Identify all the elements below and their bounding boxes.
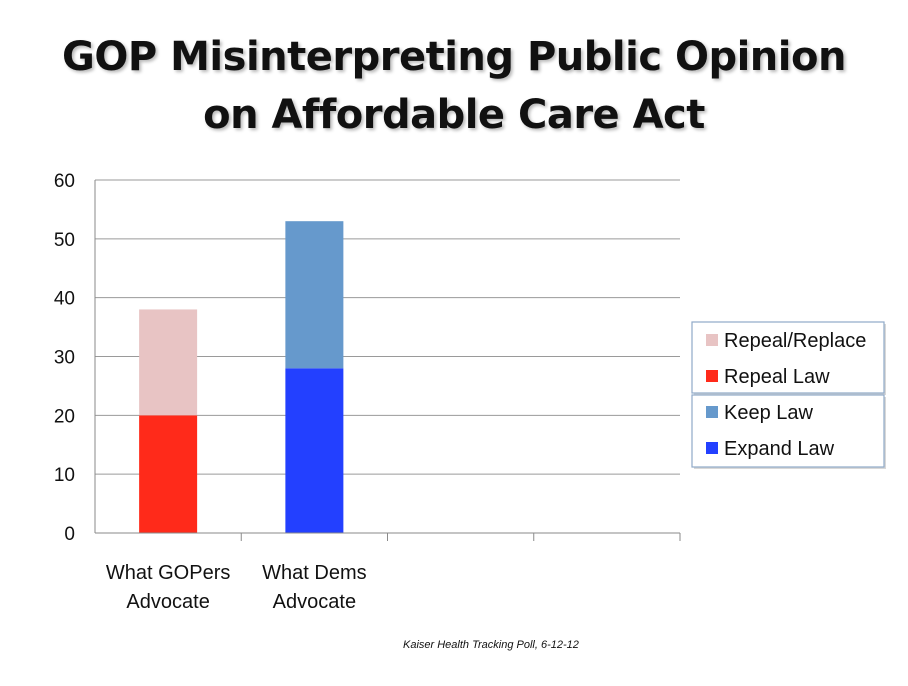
source-note: Kaiser Health Tracking Poll, 6-12-12 (403, 639, 579, 651)
y-tick-label-50: 50 (54, 230, 75, 251)
bar-repeal-replace-0 (139, 309, 198, 416)
legend-label-repeal-law: Repeal Law (724, 366, 830, 388)
y-tick-label-10: 10 (54, 465, 75, 486)
y-axis-ticks: 0 10 20 30 40 50 60 (54, 171, 75, 545)
legend-label-keep-law: Keep Law (724, 402, 814, 424)
y-tick-label-60: 60 (54, 171, 75, 192)
legend: Repeal/Replace Repeal Law Keep Law Expand L… (691, 321, 886, 469)
bar-keep-law-1 (285, 221, 344, 369)
legend-swatch-keep-law (706, 406, 718, 418)
y-tick-label-20: 20 (54, 406, 75, 427)
chart-title: GOP Misinterpreting Public Opinion on Af… (0, 28, 908, 144)
bars (139, 221, 344, 533)
chart-title-line-2: on Affordable Care Act (203, 92, 705, 138)
y-tick-label-0: 0 (64, 524, 75, 545)
x-label-1-line-2: Advocate (273, 591, 356, 613)
y-tick-label-30: 30 (54, 348, 75, 369)
chart-title-line-1: GOP Misinterpreting Public Opinion (62, 34, 846, 80)
legend-box-0 (691, 321, 885, 394)
legend-swatch-repeal-replace (706, 334, 718, 346)
bar-expand-law-1 (285, 368, 344, 533)
x-label-0-line-1: What GOPers (106, 562, 230, 584)
legend-label-repeal-replace: Repeal/Replace (724, 330, 866, 352)
axes (94, 180, 681, 541)
x-axis-labels: What GOPers Advocate What Dems Advocate (106, 562, 367, 613)
y-tick-label-40: 40 (54, 289, 75, 310)
legend-swatch-expand-law (706, 442, 718, 454)
x-label-1-line-1: What Dems (262, 562, 366, 584)
legend-box-1 (691, 394, 885, 468)
x-label-0-line-2: Advocate (126, 591, 209, 613)
legend-label-expand-law: Expand Law (724, 438, 835, 460)
legend-swatch-repeal-law (706, 370, 718, 382)
bar-repeal-law-0 (139, 415, 198, 533)
